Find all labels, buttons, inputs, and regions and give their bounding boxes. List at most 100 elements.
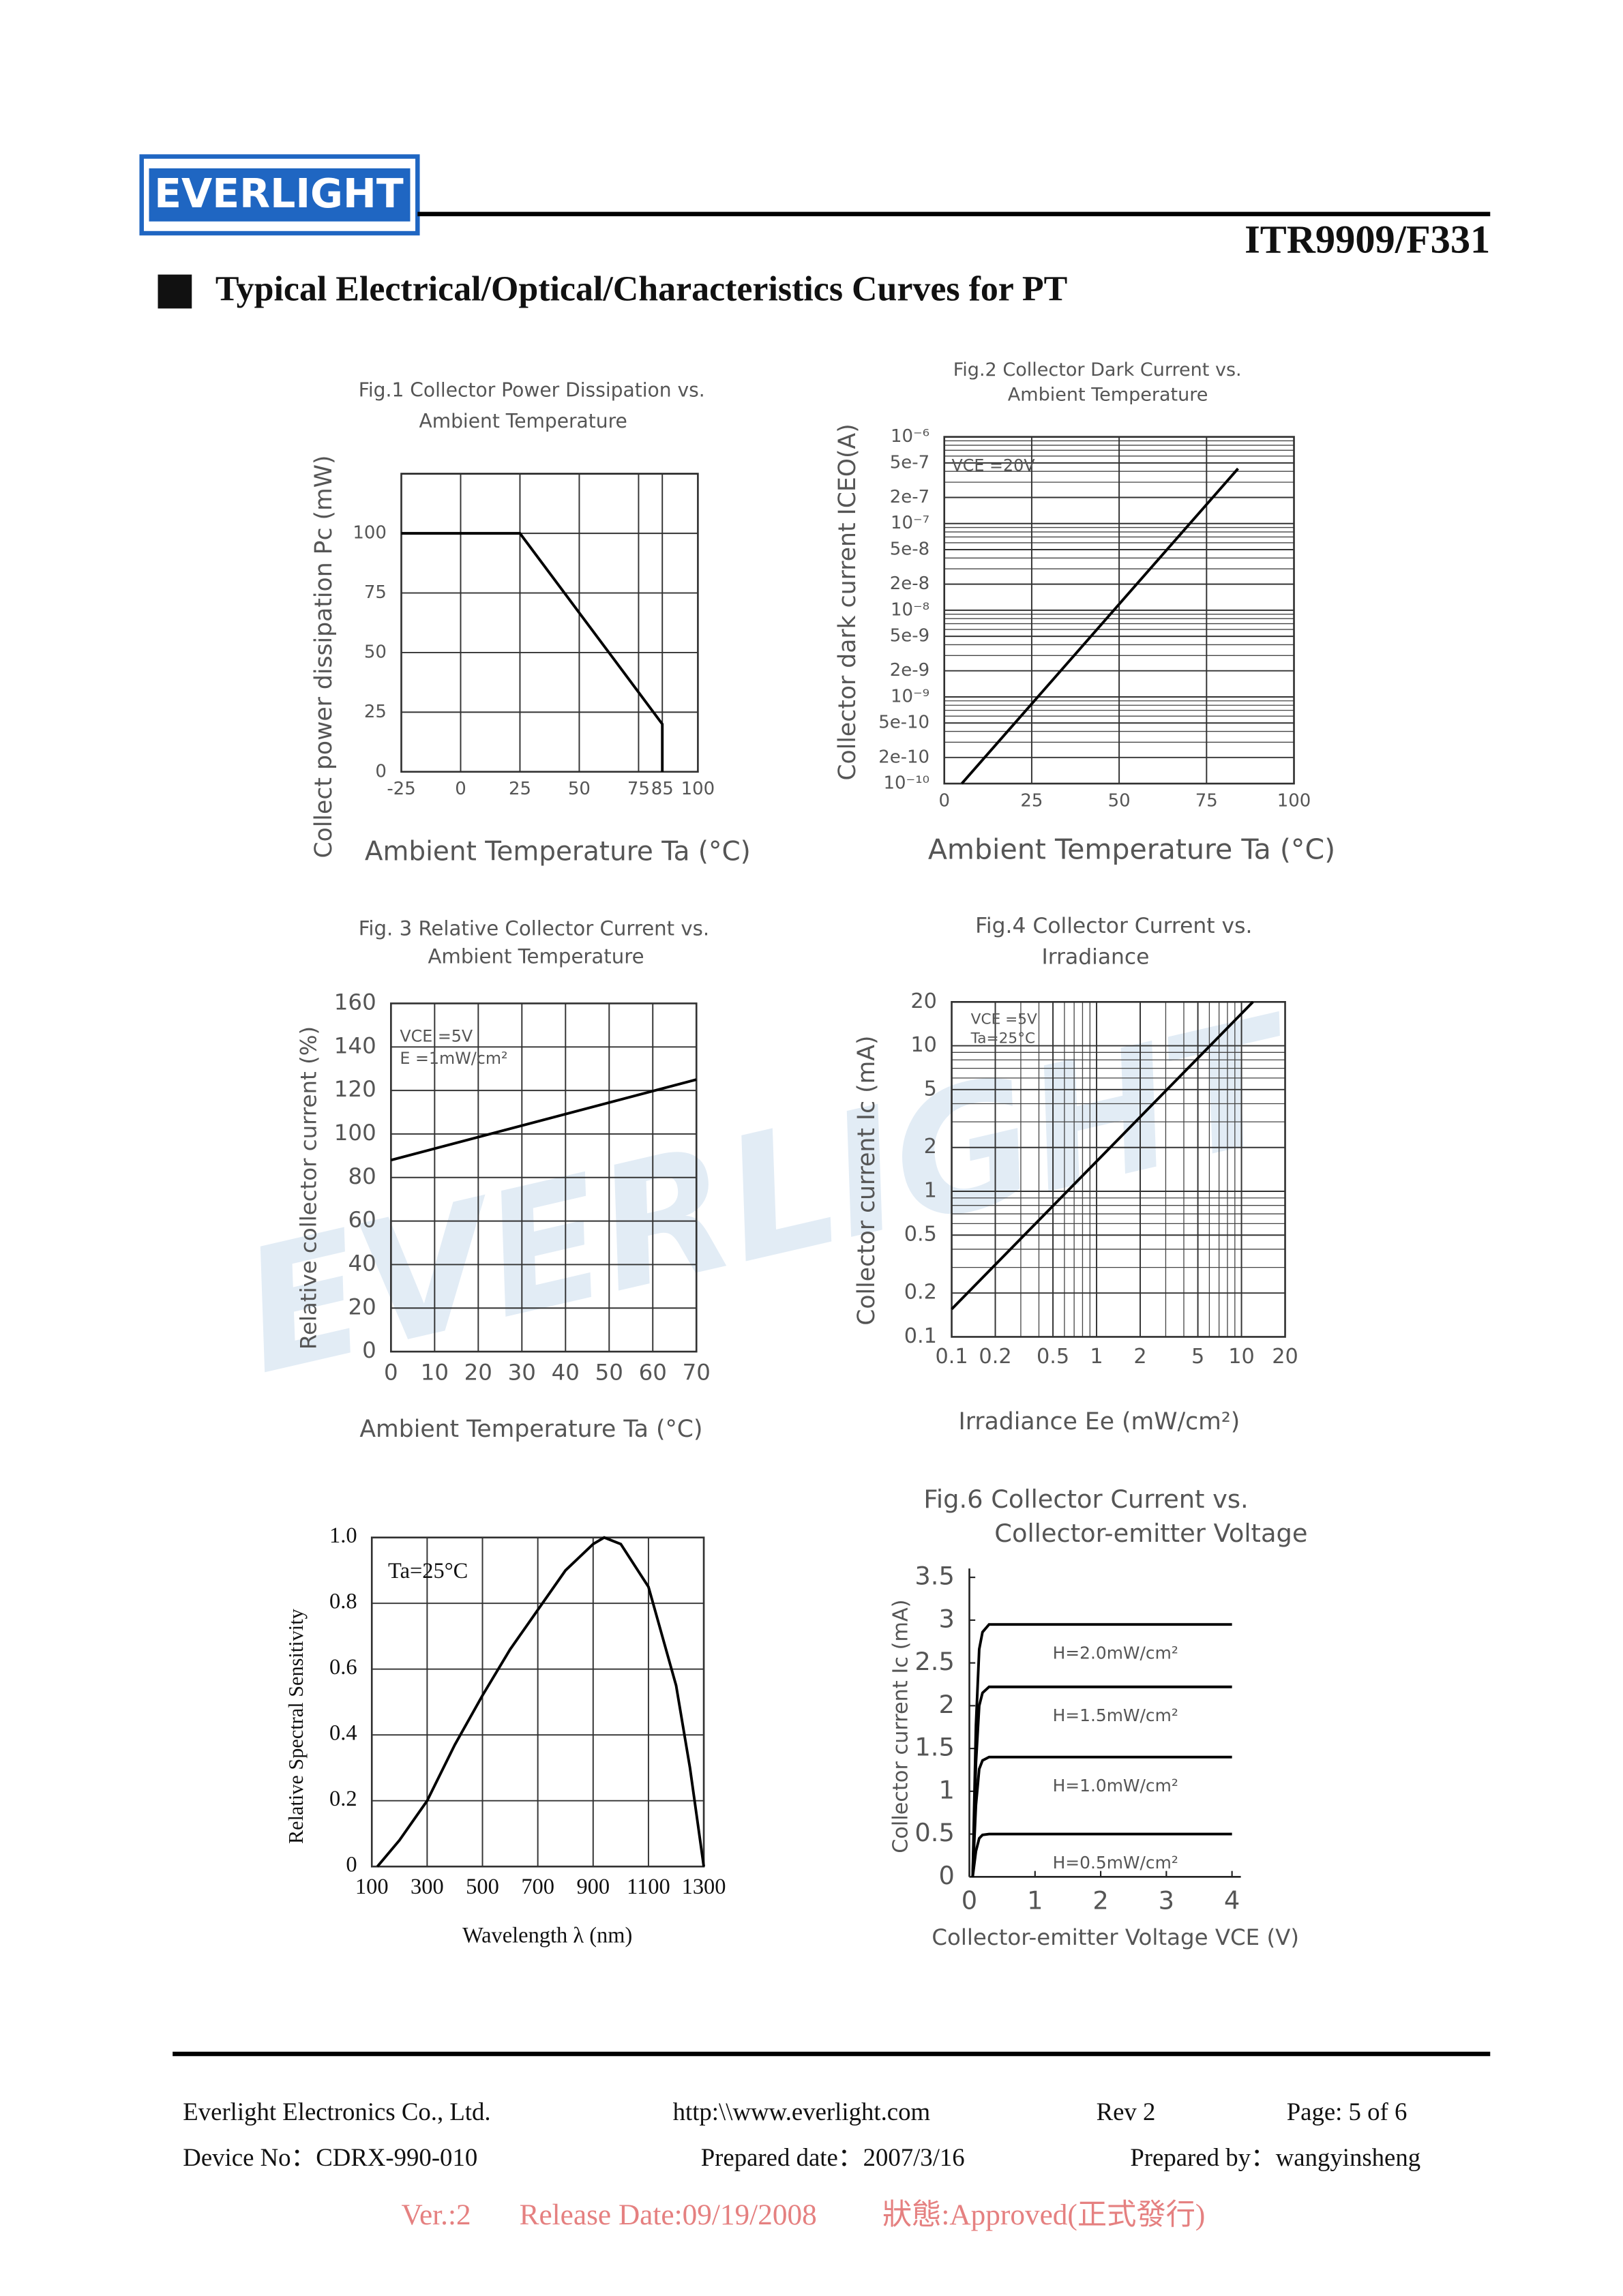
annotation: Ta=25°C [388, 1559, 468, 1583]
x-tick-label: 40 [552, 1360, 580, 1386]
y-tick-label: 5e-9 [890, 626, 929, 646]
y-tick-label: 0.1 [904, 1324, 937, 1348]
x-tick-label: 25 [509, 779, 531, 799]
chart-title: Irradiance [1042, 944, 1150, 969]
x-tick-label: 4 [1224, 1886, 1240, 1915]
x-tick-label: 50 [568, 779, 591, 799]
prepared-by: Prepared by：wangyinsheng [1130, 2143, 1420, 2171]
y-tick-label: 100 [353, 523, 387, 543]
x-tick-label: 60 [639, 1360, 667, 1386]
x-tick-label: 1 [1090, 1345, 1103, 1369]
x-tick-label: 3 [1159, 1886, 1174, 1915]
series-label: H=1.0mW/cm² [1053, 1776, 1178, 1795]
y-tick-label: 80 [348, 1163, 376, 1189]
x-axis-label: Ambient Temperature Ta (°C) [928, 833, 1335, 866]
y-axis-label: Collector current Ic (mA) [889, 1600, 912, 1853]
y-tick-label: 0.4 [329, 1721, 357, 1746]
y-tick-label: 1 [924, 1178, 937, 1202]
revision: Rev 2 [1097, 2098, 1156, 2126]
x-tick-label: 0 [384, 1360, 398, 1386]
chart: Fig.2 Collector Dark Current vs. Ambient … [834, 359, 1335, 866]
y-tick-label: 3.5 [914, 1562, 954, 1591]
data-line [401, 532, 664, 772]
x-tick-label: 0.5 [1037, 1345, 1069, 1369]
series-label: H=0.5mW/cm² [1053, 1853, 1178, 1873]
data-line [971, 1755, 1232, 1877]
y-tick-label: 120 [334, 1076, 376, 1102]
status: 狀態:Approved(正式發行) [882, 2198, 1205, 2231]
y-tick-label: 5e-8 [890, 539, 929, 560]
y-tick-label: 0 [346, 1853, 357, 1877]
x-tick-label: 75 [627, 779, 650, 799]
x-tick-label: 20 [1272, 1345, 1298, 1369]
x-tick-label: 10 [421, 1360, 449, 1386]
annotation: VCE =20V [952, 456, 1036, 475]
y-tick-label: 0.8 [329, 1590, 357, 1614]
x-tick-label: 1 [1027, 1886, 1043, 1915]
y-tick-label: 10⁻⁹ [891, 686, 929, 706]
y-tick-label: 2 [938, 1690, 954, 1719]
x-tick-label: 2 [1133, 1345, 1146, 1369]
y-tick-label: 2e-10 [878, 747, 929, 767]
x-axis-label: Ambient Temperature Ta (°C) [359, 1416, 702, 1443]
x-tick-label: -25 [387, 779, 415, 799]
y-tick-label: 50 [364, 642, 387, 662]
chart-title: Ambient Temperature [419, 410, 627, 432]
y-tick-label: 2e-9 [890, 660, 929, 681]
x-axis-label: Wavelength λ (nm) [462, 1923, 632, 1948]
x-tick-label: 50 [595, 1360, 623, 1386]
x-tick-label: 5 [1191, 1345, 1204, 1369]
x-tick-label: 20 [464, 1360, 492, 1386]
y-axis-label: Collector dark current ICEO(A) [834, 423, 861, 780]
chart-title: Fig.2 Collector Dark Current vs. [953, 359, 1242, 381]
section-title: Typical Electrical/Optical/Characteristi… [215, 270, 1067, 309]
x-tick-label: 0 [455, 779, 466, 799]
x-tick-label: 100 [681, 779, 715, 799]
y-tick-label: 0 [375, 761, 387, 781]
data-line [971, 1832, 1232, 1877]
series-label: H=2.0mW/cm² [1053, 1643, 1178, 1663]
y-tick-label: 10⁻⁶ [891, 426, 929, 447]
y-tick-label: 1.5 [914, 1733, 954, 1762]
y-axis-label: Collector current Ic (mA) [853, 1035, 880, 1325]
chart: Fig. 3 Relative Collector Current vs. Amb… [295, 916, 711, 1442]
y-tick-label: 10 [910, 1033, 937, 1057]
y-tick-label: 0.2 [329, 1787, 357, 1811]
x-tick-label: 85 [651, 779, 674, 799]
y-tick-label: 5e-10 [878, 713, 929, 733]
release-date: Release Date:09/19/2008 [520, 2198, 817, 2231]
y-tick-label: 75 [364, 582, 387, 603]
y-tick-label: 2e-7 [890, 487, 929, 507]
data-line [390, 1078, 697, 1162]
x-tick-label: 300 [411, 1875, 444, 1899]
annotation: E =1mW/cm² [400, 1049, 507, 1068]
y-tick-label: 3 [938, 1604, 954, 1633]
chart: Fig.1 Collector Power Dissipation vs. Amb… [310, 379, 751, 867]
footer: Everlight Electronics Co., Ltd. http:\\w… [183, 2098, 1420, 2171]
y-axis-label: Relative Spectral Sensitivity [284, 1608, 308, 1844]
annotation: VCE =5V [400, 1027, 473, 1046]
chart-title: Fig. 3 Relative Collector Current vs. [359, 916, 709, 940]
data-line [960, 467, 1239, 785]
y-tick-label: 140 [334, 1032, 376, 1058]
data-line [376, 1536, 705, 1868]
y-tick-label: 10⁻⁸ [891, 599, 929, 620]
chart-title: Collector-emitter Voltage [994, 1519, 1307, 1548]
x-tick-label: 0 [962, 1886, 977, 1915]
x-tick-label: 10 [1228, 1345, 1255, 1369]
x-axis-label: Irradiance Ee (mW/cm²) [959, 1408, 1240, 1435]
device-no: Device No：CDRX-990-010 [183, 2143, 477, 2171]
chart-title: Fig.1 Collector Power Dissipation vs. [359, 379, 705, 402]
y-tick-label: 2 [924, 1135, 937, 1159]
x-tick-label: 100 [1277, 791, 1311, 811]
chart: Fig.6 Collector Current vs. Collector-emi… [889, 1485, 1307, 1950]
x-tick-label: 30 [508, 1360, 536, 1386]
chart: 100 300 500 700 900 1100 1300 0 0.2 0.4 0.6 0.8 1.0 W… [284, 1523, 726, 1948]
x-tick-label: 2 [1092, 1886, 1108, 1915]
chart-title: Ambient Temperature [428, 944, 644, 968]
x-tick-label: 0 [938, 791, 950, 811]
y-tick-label: 1 [938, 1775, 954, 1804]
annotation: Ta=25°C [970, 1030, 1035, 1047]
y-tick-label: 5e-7 [890, 452, 929, 473]
data-line [951, 1000, 1254, 1311]
